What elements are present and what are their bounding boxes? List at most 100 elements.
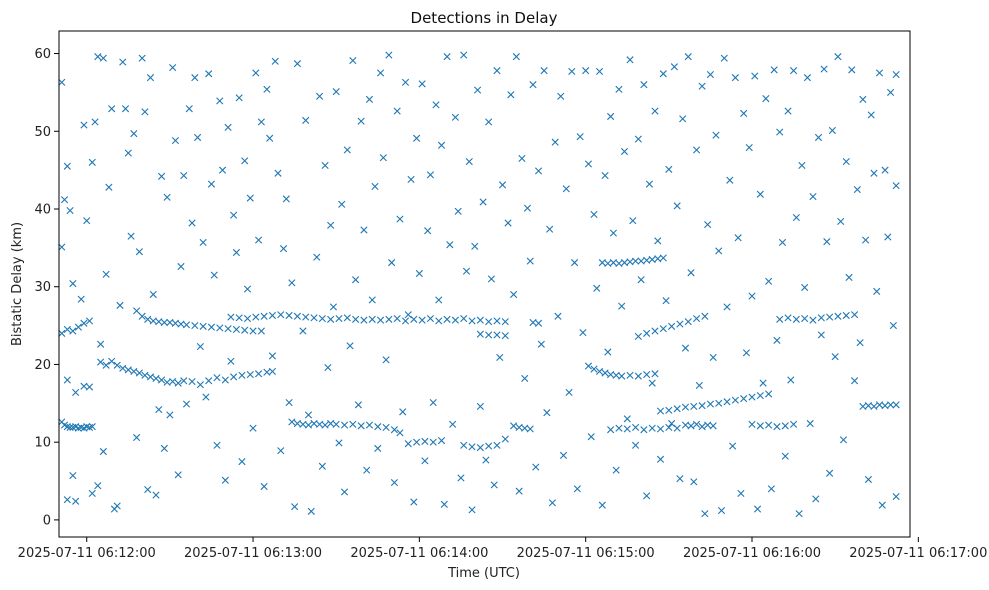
- data-point: [692, 146, 701, 154]
- data-point: [252, 69, 260, 77]
- data-point: [291, 503, 299, 511]
- data-point: [121, 105, 130, 113]
- data-point: [493, 331, 501, 339]
- data-point: [327, 315, 335, 323]
- data-point: [130, 367, 138, 376]
- data-point: [460, 441, 468, 449]
- data-point: [235, 94, 243, 102]
- data-point: [723, 303, 731, 311]
- data-point: [315, 92, 324, 100]
- data-point: [271, 57, 279, 65]
- data-point: [130, 130, 138, 138]
- data-point: [656, 425, 665, 433]
- data-point: [454, 207, 462, 215]
- data-point: [399, 408, 407, 416]
- data-point: [443, 315, 451, 323]
- data-point: [166, 411, 174, 419]
- data-point: [850, 377, 859, 385]
- data-point: [160, 318, 168, 327]
- data-point: [218, 166, 227, 174]
- data-point: [759, 379, 767, 387]
- data-point: [185, 105, 193, 113]
- data-point: [207, 180, 216, 188]
- data-point: [834, 53, 842, 61]
- data-point: [152, 374, 160, 383]
- data-point: [823, 238, 831, 246]
- data-point: [640, 81, 648, 89]
- data-point: [537, 340, 545, 348]
- data-point: [196, 342, 204, 351]
- points-layer: [58, 51, 900, 518]
- data-point: [618, 372, 626, 380]
- data-point: [784, 314, 792, 322]
- data-point: [249, 327, 257, 335]
- data-point: [191, 74, 199, 82]
- data-point: [659, 254, 667, 262]
- data-point: [404, 440, 412, 448]
- data-point: [684, 318, 692, 326]
- data-point: [748, 292, 756, 300]
- data-point: [765, 277, 773, 285]
- data-point: [828, 126, 836, 135]
- data-point: [318, 462, 326, 470]
- data-point: [712, 131, 720, 139]
- data-point: [670, 63, 678, 71]
- data-point: [352, 276, 360, 284]
- data-point: [188, 219, 196, 227]
- data-point: [199, 322, 207, 330]
- data-point: [460, 314, 468, 323]
- data-point: [205, 377, 213, 385]
- data-point: [709, 422, 717, 430]
- data-point: [526, 425, 534, 433]
- data-point: [878, 501, 886, 509]
- data-point: [216, 97, 224, 105]
- data-point: [762, 95, 770, 103]
- data-point: [787, 376, 795, 384]
- data-point: [695, 381, 703, 390]
- data-point: [180, 171, 188, 180]
- y-tick-label: 10: [34, 436, 51, 451]
- data-point: [94, 482, 102, 490]
- data-point: [260, 482, 268, 491]
- data-point: [643, 329, 651, 337]
- data-point: [124, 149, 132, 157]
- data-point: [485, 118, 493, 126]
- data-point: [243, 314, 252, 323]
- data-point: [307, 507, 315, 515]
- data-point: [99, 54, 107, 62]
- data-point: [820, 65, 828, 73]
- data-point: [169, 377, 177, 386]
- data-point: [133, 307, 141, 315]
- data-point: [63, 496, 71, 504]
- data-point: [729, 442, 737, 450]
- data-point: [338, 200, 346, 208]
- data-point: [268, 311, 277, 320]
- data-point: [559, 451, 568, 459]
- data-point: [856, 339, 864, 347]
- data-point: [365, 421, 374, 429]
- data-point: [598, 501, 606, 509]
- data-point: [601, 171, 609, 180]
- y-tick-label: 30: [34, 280, 51, 295]
- data-point: [831, 353, 839, 361]
- data-point: [288, 418, 296, 426]
- data-point: [96, 358, 105, 366]
- data-point: [141, 108, 149, 116]
- plot-frame: [58, 30, 911, 538]
- data-point: [277, 447, 285, 455]
- data-point: [277, 311, 285, 319]
- data-point: [673, 405, 681, 413]
- data-point: [257, 118, 265, 126]
- data-point: [817, 331, 825, 339]
- data-point: [266, 134, 274, 142]
- data-point: [643, 370, 651, 379]
- data-point: [609, 229, 617, 237]
- data-point: [230, 211, 238, 219]
- data-point: [892, 70, 900, 79]
- x-axis-label: Time (UTC): [447, 566, 520, 581]
- data-point: [565, 388, 573, 397]
- data-point: [318, 314, 326, 323]
- data-point: [756, 422, 764, 430]
- data-point: [490, 481, 498, 489]
- data-point: [421, 457, 429, 465]
